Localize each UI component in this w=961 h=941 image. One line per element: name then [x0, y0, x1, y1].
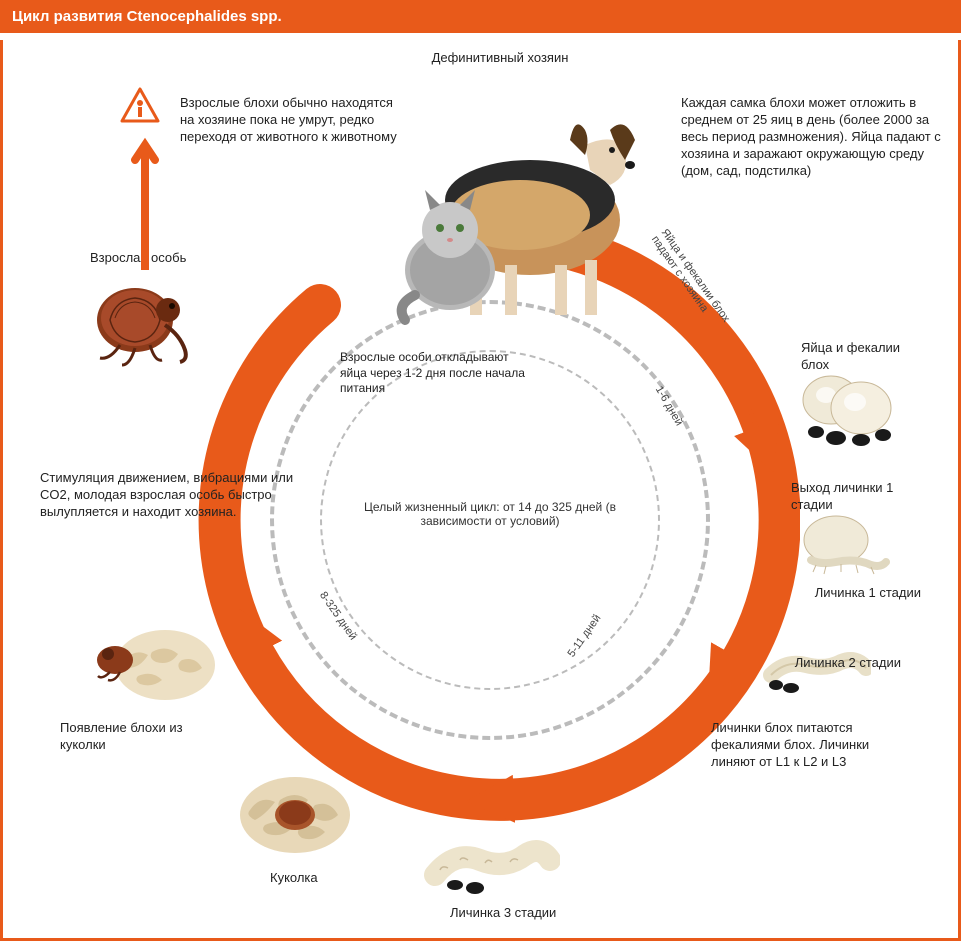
- eggs-info: Каждая самка блохи может отложить в сред…: [681, 95, 941, 179]
- warning-icon: [120, 85, 160, 125]
- adult-flea-illustration: [80, 270, 200, 370]
- larva2-label: Личинка 2 стадии: [795, 655, 901, 672]
- up-arrow: [130, 130, 160, 270]
- larva-feed: Личинки блох питаются фекалиями блох. Ли…: [711, 720, 911, 771]
- pupa-label: Куколка: [270, 870, 318, 887]
- larva3-label: Личинка 3 стадии: [450, 905, 556, 922]
- laying-info: Взрослые особи откладывают яйца через 1-…: [340, 350, 530, 397]
- header-bar: Цикл развития Ctenocephalides spp.: [0, 0, 961, 33]
- pupa-illustration: [230, 760, 360, 860]
- eggs-label: Яйца и фекалии блох: [801, 340, 931, 374]
- host-label: Дефинитивный хозяин: [400, 50, 600, 67]
- page-title: Цикл развития Ctenocephalides spp.: [12, 8, 282, 25]
- larva1-label: Личинка 1 стадии: [815, 585, 921, 602]
- emergence-illustration: [90, 610, 220, 710]
- larva1-illustration: [791, 510, 891, 580]
- stimulation-text: Стимуляция движением, вибрациями или CO2…: [40, 470, 300, 521]
- lifecycle-diagram: Целый жизненный цикл: от 14 до 325 дней …: [0, 40, 961, 941]
- adult-info: Взрослые блохи обычно находятся на хозяи…: [180, 95, 410, 146]
- larva1-emerge: Выход личинки 1 стадии: [791, 480, 911, 514]
- emerge-label: Появление блохи из куколки: [60, 720, 200, 754]
- larva3-illustration: [420, 830, 560, 900]
- center-cycle-text: Целый жизненный цикл: от 14 до 325 дней …: [350, 500, 630, 528]
